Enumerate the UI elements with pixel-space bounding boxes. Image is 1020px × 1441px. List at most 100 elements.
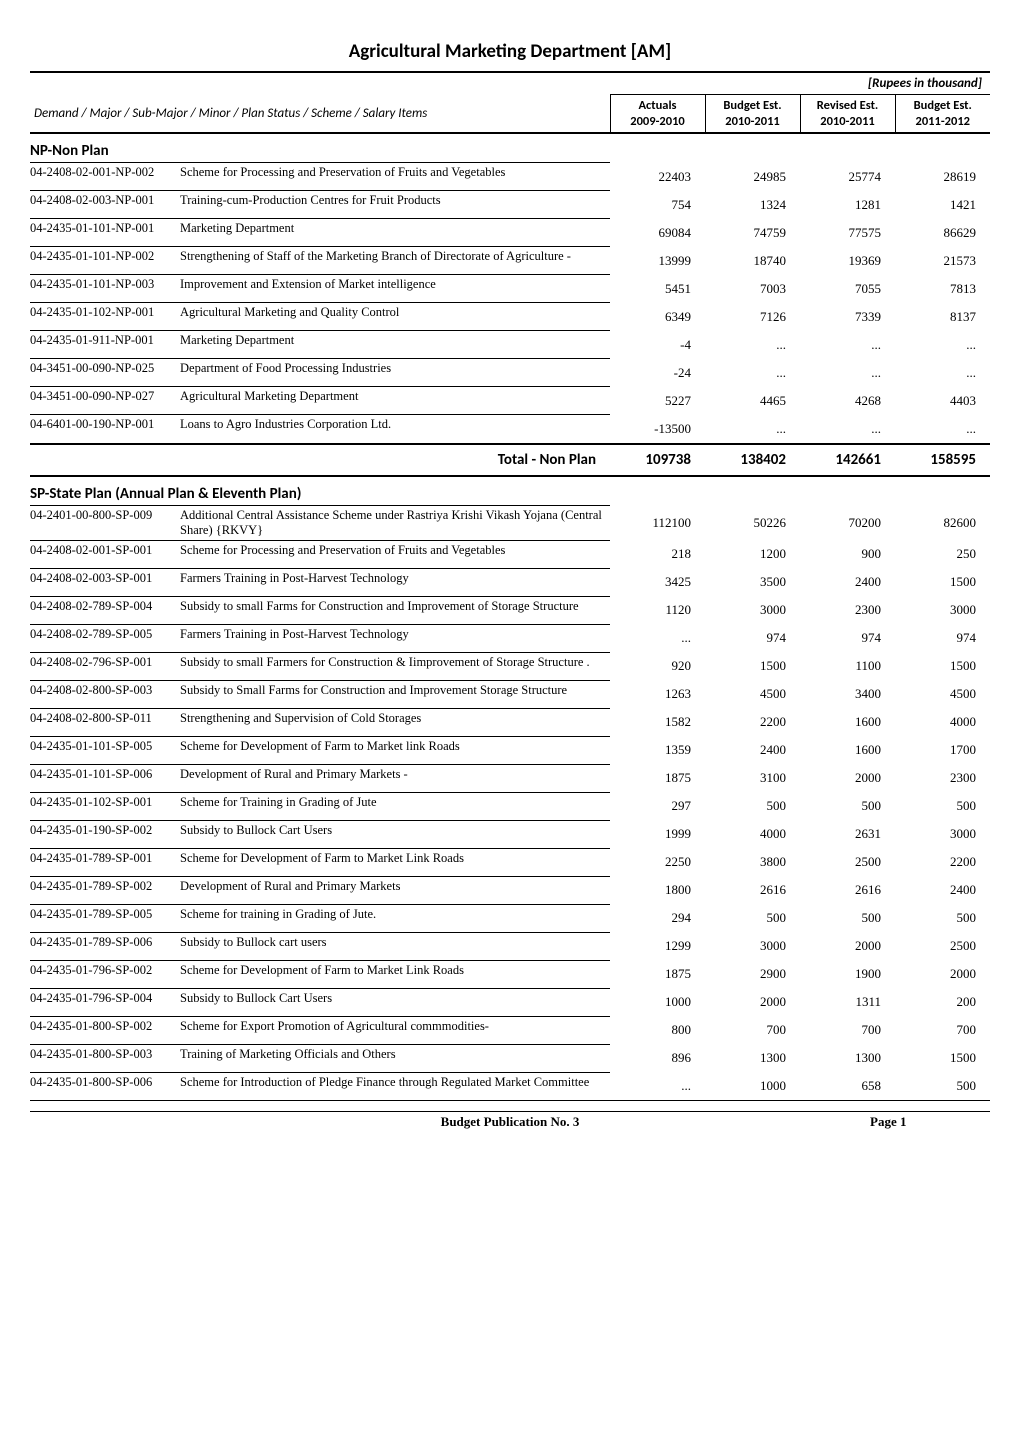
row-value: 896 [610,1044,705,1072]
row-value: 1300 [705,1044,800,1072]
row-value: 500 [705,904,800,932]
row-value: 4500 [895,680,990,708]
row-value: 200 [895,988,990,1016]
row-code: 04-2408-02-800-SP-011 [30,708,180,736]
row-desc: Scheme for Development of Farm to Market… [180,960,610,988]
table-row: 04-2435-01-101-NP-003Improvement and Ext… [30,275,990,303]
row-value: 500 [800,904,895,932]
row-code: 04-2408-02-001-SP-001 [30,540,180,568]
col-head-2-line1: Revised Est. [817,98,879,113]
table-row: 04-2408-02-003-NP-001Training-cum-Produc… [30,191,990,219]
row-code: 04-2435-01-800-SP-003 [30,1044,180,1072]
table-row: 04-3451-00-090-NP-025Department of Food … [30,359,990,387]
row-value: 2500 [895,932,990,960]
row-value: 3400 [800,680,895,708]
row-code: 04-2435-01-101-NP-002 [30,247,180,275]
row-desc: Subsidy to Bullock cart users [180,932,610,960]
row-value: 1800 [610,876,705,904]
row-value: 2250 [610,848,705,876]
row-value: 297 [610,792,705,820]
row-desc: Marketing Department [180,219,610,247]
row-value: 77575 [800,219,895,247]
section-heading-row: NP-Non Plan [30,133,990,163]
row-desc: Subsidy to small Farmers for Constructio… [180,652,610,680]
row-value: 4500 [705,680,800,708]
row-value: 112100 [610,505,705,540]
row-value: 3800 [705,848,800,876]
table-row: 04-2435-01-789-SP-002Development of Rura… [30,876,990,904]
row-desc: Loans to Agro Industries Corporation Ltd… [180,415,610,444]
row-value: 7055 [800,275,895,303]
row-value: 6349 [610,303,705,331]
row-desc: Agricultural Marketing and Quality Contr… [180,303,610,331]
row-code: 04-3451-00-090-NP-027 [30,387,180,415]
row-value: ... [895,331,990,359]
table-row: 04-2435-01-190-SP-002Subsidy to Bullock … [30,820,990,848]
row-desc: Scheme for Processing and Preservation o… [180,163,610,191]
row-value: 3000 [895,596,990,624]
table-row: 04-2435-01-101-SP-006Development of Rura… [30,764,990,792]
row-value: 1200 [705,540,800,568]
row-code: 04-2435-01-796-SP-004 [30,988,180,1016]
row-value: 2616 [800,876,895,904]
row-desc: Improvement and Extension of Market inte… [180,275,610,303]
table-row: 04-2435-01-789-SP-001Scheme for Developm… [30,848,990,876]
row-value: 7003 [705,275,800,303]
row-value: 2400 [895,876,990,904]
section-heading-row: SP-State Plan (Annual Plan & Eleventh Pl… [30,476,990,506]
row-value: 82600 [895,505,990,540]
row-desc: Scheme for Training in Grading of Jute [180,792,610,820]
row-value: 2000 [895,960,990,988]
row-value: 70200 [800,505,895,540]
row-value: ... [610,1072,705,1101]
row-value: 1000 [610,988,705,1016]
total-value: 109738 [610,444,705,476]
row-desc: Additional Central Assistance Scheme und… [180,505,610,540]
table-row: 04-2435-01-101-NP-002Strengthening of St… [30,247,990,275]
table-row: 04-2401-00-800-SP-009Additional Central … [30,505,990,540]
col-head-1-line1: Budget Est. [723,98,781,113]
table-row: 04-2435-01-789-SP-006Subsidy to Bullock … [30,932,990,960]
row-value: 500 [895,792,990,820]
row-value: 3000 [705,932,800,960]
row-value: ... [800,331,895,359]
row-value: 7339 [800,303,895,331]
row-value: 2000 [705,988,800,1016]
row-value: 19369 [800,247,895,275]
row-value: ... [610,624,705,652]
row-code: 04-2408-02-001-NP-002 [30,163,180,191]
footer-publication: Budget Publication No. 3 [150,1114,870,1130]
row-value: 1500 [895,652,990,680]
row-value: 1900 [800,960,895,988]
row-value: 7126 [705,303,800,331]
total-value: 142661 [800,444,895,476]
row-value: ... [705,415,800,444]
row-value: 700 [705,1016,800,1044]
row-code: 04-2435-01-796-SP-002 [30,960,180,988]
row-value: 1500 [895,1044,990,1072]
row-value: ... [705,331,800,359]
row-code: 04-2435-01-102-NP-001 [30,303,180,331]
row-desc: Training-cum-Production Centres for Frui… [180,191,610,219]
row-value: 1700 [895,736,990,764]
row-desc: Strengthening of Staff of the Marketing … [180,247,610,275]
row-desc: Scheme for Development of Farm to Market… [180,736,610,764]
col-head-2: Revised Est. 2010-2011 [800,95,895,134]
context-header: [Rupees in thousand] [610,72,990,95]
row-value: 1263 [610,680,705,708]
row-desc: Development of Rural and Primary Markets… [180,764,610,792]
row-value: 800 [610,1016,705,1044]
table-row: 04-2408-02-001-SP-001Scheme for Processi… [30,540,990,568]
row-desc: Subsidy to small Farms for Construction … [180,596,610,624]
row-value: 2500 [800,848,895,876]
section-heading: SP-State Plan (Annual Plan & Eleventh Pl… [30,485,990,503]
table-row: 04-2435-01-102-SP-001Scheme for Training… [30,792,990,820]
row-value: 2300 [800,596,895,624]
table-row: 04-2435-01-102-NP-001Agricultural Market… [30,303,990,331]
row-code: 04-2408-02-789-SP-004 [30,596,180,624]
row-value: 74759 [705,219,800,247]
table-row: 04-2435-01-789-SP-005Scheme for training… [30,904,990,932]
row-code: 04-2435-01-800-SP-002 [30,1016,180,1044]
row-value: 4268 [800,387,895,415]
row-value: 2400 [705,736,800,764]
